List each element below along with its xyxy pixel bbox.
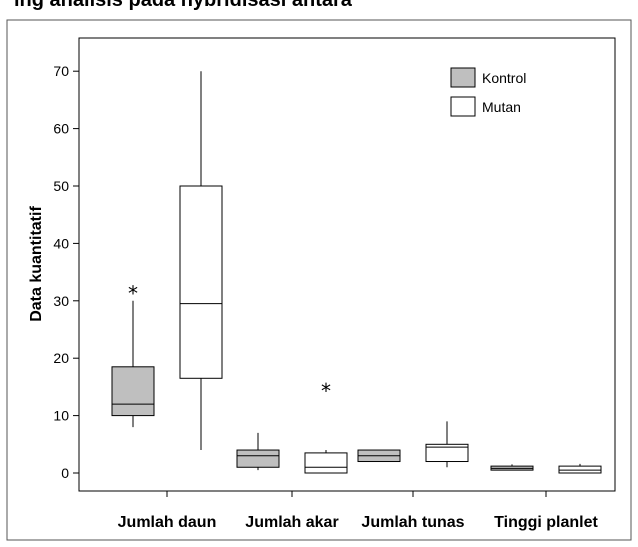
box-kontrol: [357, 449, 401, 463]
x-category-label: Jumlah daun: [118, 514, 217, 531]
box-mutan: [558, 463, 602, 474]
plot-area: [78, 37, 616, 492]
box-kontrol: [490, 464, 534, 471]
iqr-box: [558, 465, 602, 474]
iqr-box: [179, 185, 223, 379]
y-tick-label: 30: [53, 293, 69, 309]
iqr-box: [304, 452, 348, 474]
iqr-box: [236, 449, 280, 468]
y-tick-label: 70: [53, 63, 69, 79]
outlier-marker: *: [321, 379, 331, 403]
box-mutan: *: [304, 379, 348, 474]
x-axis: Jumlah daun Jumlah akar Jumlah tunas Tinggi…: [118, 491, 599, 531]
clipped-header-text: ing anaiisis pada nybridisasi antara: [0, 0, 638, 20]
x-category-label: Jumlah akar: [245, 514, 338, 531]
iqr-box: [425, 443, 469, 463]
y-axis: 0 10 20 30 40 50 60 70: [53, 63, 79, 481]
outlier-marker: *: [128, 281, 138, 305]
box-kontrol: *: [111, 281, 155, 428]
y-tick-label: 20: [53, 350, 69, 366]
x-category-label: Jumlah tunas: [361, 514, 464, 531]
box-kontrol: [236, 432, 280, 471]
y-tick-label: 0: [61, 465, 69, 481]
legend-label-mutan: Mutan: [482, 99, 521, 115]
legend-swatch-mutan: [450, 96, 476, 117]
legend-label-kontrol: Kontrol: [482, 70, 526, 86]
y-tick-label: 50: [53, 178, 69, 194]
box-series: **: [111, 71, 602, 474]
y-axis-title: Data kuantitatif: [28, 206, 45, 322]
header-fragment: ing anaiisis pada nybridisasi antara: [14, 0, 352, 11]
box-mutan: [425, 421, 469, 468]
x-category-label: Tinggi planlet: [494, 514, 598, 531]
iqr-box: [111, 366, 155, 417]
box-mutan: [179, 71, 223, 451]
y-tick-label: 60: [53, 121, 69, 137]
y-tick-label: 40: [53, 235, 69, 251]
legend-swatch-kontrol: [450, 67, 476, 88]
y-tick-label: 10: [53, 408, 69, 424]
legend: Kontrol Mutan: [450, 67, 526, 117]
